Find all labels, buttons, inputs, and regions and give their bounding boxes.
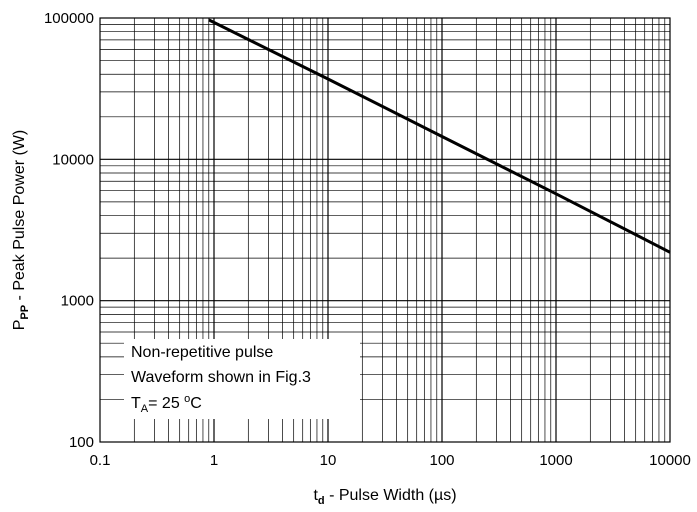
y-axis-label-main: P: [11, 320, 28, 331]
x-axis-label-main: t: [313, 487, 318, 504]
annotation-line-2: Waveform shown in Fig.3: [131, 369, 311, 386]
y-tick-label: 1000: [61, 293, 94, 310]
y-tick-label: 100000: [44, 10, 94, 27]
annotation-line-3: TA= 25 oC: [131, 393, 202, 415]
annotation-ta-eq: = 25: [148, 395, 184, 412]
annotation-box: Non-repetitive pulse Waveform shown in F…: [124, 339, 360, 419]
annotation-background: [124, 339, 360, 419]
y-tick-label: 100: [69, 434, 94, 451]
y-tick-labels: 100 1000 10000 100000: [44, 10, 94, 451]
x-tick-label: 1: [210, 452, 218, 469]
annotation-unit: C: [190, 395, 202, 412]
annotation-ta-sub: A: [141, 403, 149, 415]
x-tick-labels: 0.1 1 10 100 1000 10000: [90, 452, 691, 469]
series-group: [208, 18, 671, 254]
annotation-ta-main: T: [131, 395, 141, 412]
y-tick-label: 10000: [52, 151, 94, 168]
x-tick-label: 10: [320, 452, 337, 469]
annotation-line-1: Non-repetitive pulse: [131, 344, 273, 361]
y-axis-label: PPP - Peak Pulse Power (W): [11, 130, 31, 331]
x-axis-label: td - Pulse Width (µs): [313, 487, 456, 507]
series-line: [208, 18, 671, 254]
x-tick-label: 0.1: [90, 452, 111, 469]
x-axis-label-rest: - Pulse Width (µs): [325, 487, 457, 504]
annotation-degree: o: [184, 393, 190, 405]
y-axis-label-sub: PP: [19, 305, 31, 320]
x-tick-label: 1000: [539, 452, 572, 469]
y-axis-label-rest: - Peak Pulse Power (W): [11, 130, 28, 305]
x-axis-label-sub: d: [318, 495, 325, 507]
x-tick-label: 100: [429, 452, 454, 469]
x-tick-label: 10000: [649, 452, 691, 469]
plot-frame: [99, 17, 671, 443]
